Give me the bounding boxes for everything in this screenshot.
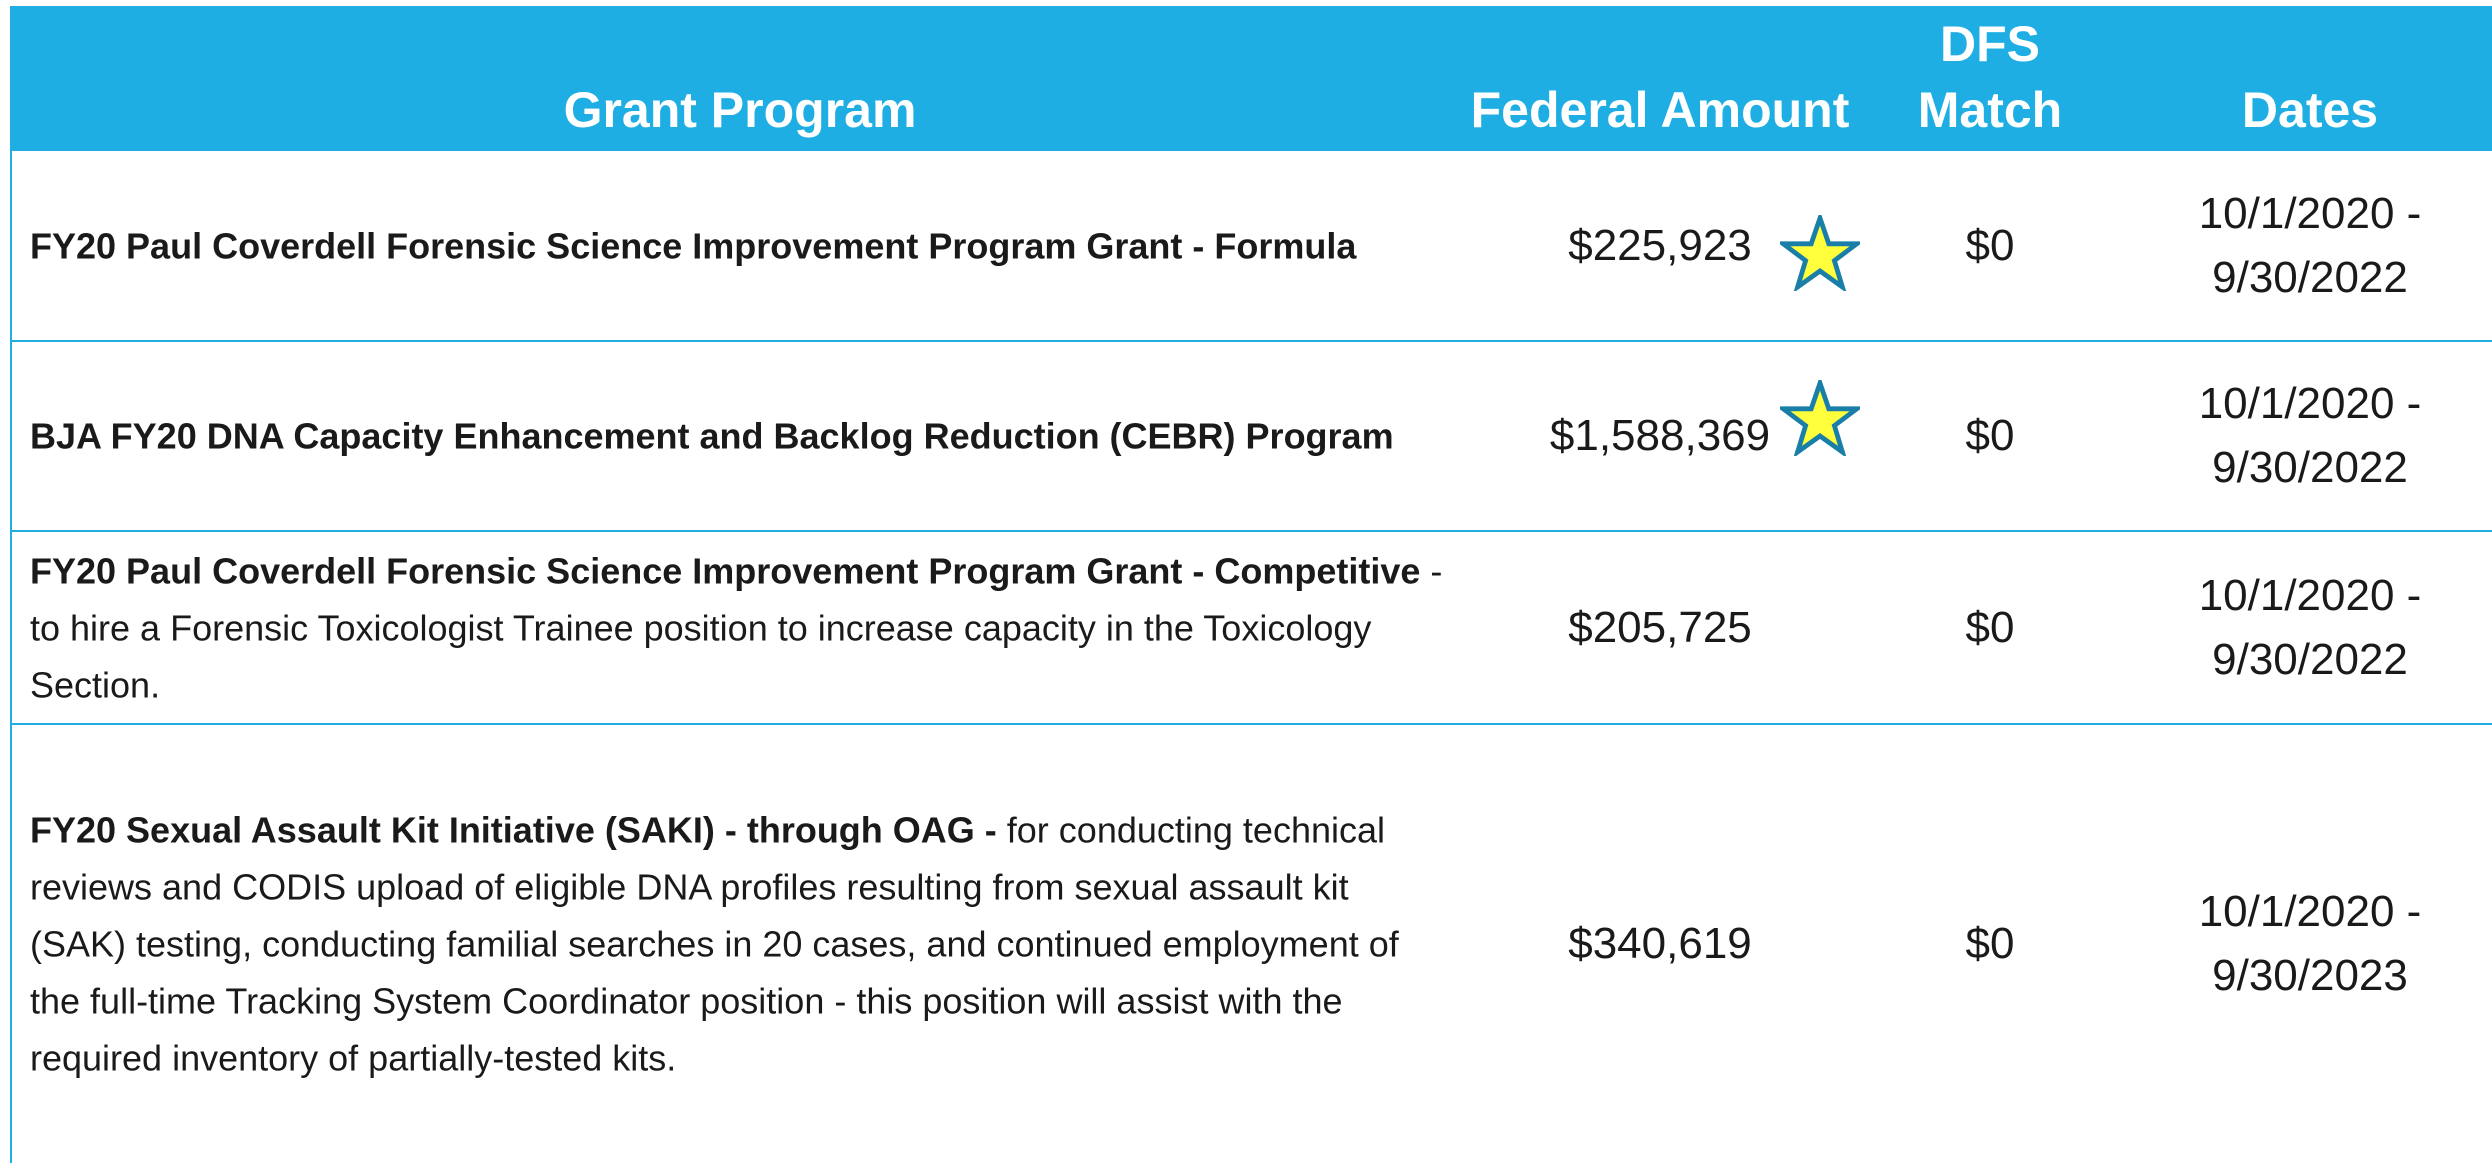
amount-cell: $1,588,369 xyxy=(1549,411,1771,460)
amount-cell: $340,619 xyxy=(1568,919,1752,968)
header-cell: Federal Amount xyxy=(1470,82,1850,138)
header-cell: Grant Program xyxy=(563,82,917,138)
program-description: - to hire a Forensic Toxicologist Traine… xyxy=(30,550,1443,705)
program-cell: FY20 Paul Coverdell Forensic Science Imp… xyxy=(30,217,1450,274)
dates-cell: 10/1/2020 - 9/30/2022 xyxy=(2198,379,2422,492)
star-shape xyxy=(1780,215,1860,291)
star-shape xyxy=(1780,380,1860,456)
program-title: FY20 Paul Coverdell Forensic Science Imp… xyxy=(30,225,1357,266)
table-border xyxy=(10,6,12,1163)
header-cell: DFS Match xyxy=(1917,16,2063,138)
program-title: FY20 Sexual Assault Kit Initiative (SAKI… xyxy=(30,809,997,851)
dates-cell: 10/1/2020 - 9/30/2022 xyxy=(2198,570,2422,684)
dates-cell: 10/1/2020 - 9/30/2022 xyxy=(2198,188,2422,302)
table-row: FY20 Paul Coverdell Forensic Science Imp… xyxy=(10,151,2492,342)
program-title: BJA FY20 DNA Capacity Enhancement and Ba… xyxy=(30,415,1394,457)
match-cell: $0 xyxy=(1965,919,2015,968)
match-cell: $0 xyxy=(1965,411,2015,460)
table-row: FY20 Paul Coverdell Forensic Science Imp… xyxy=(10,532,2492,725)
amount-cell: $225,923 xyxy=(1568,220,1752,270)
match-cell: $0 xyxy=(1965,602,2015,652)
star-icon xyxy=(1780,380,1860,456)
amount-cell: $205,725 xyxy=(1568,602,1752,652)
program-title: FY20 Paul Coverdell Forensic Science Imp… xyxy=(30,550,1421,591)
program-cell: BJA FY20 DNA Capacity Enhancement and Ba… xyxy=(30,408,1450,465)
program-cell: FY20 Paul Coverdell Forensic Science Imp… xyxy=(30,542,1450,713)
header-cell: Dates xyxy=(2241,82,2379,138)
dates-cell: 10/1/2020 - 9/30/2023 xyxy=(2198,887,2422,1000)
table-row: BJA FY20 DNA Capacity Enhancement and Ba… xyxy=(10,342,2492,532)
program-cell: FY20 Sexual Assault Kit Initiative (SAKI… xyxy=(30,802,1450,1087)
program-description: for conducting technical reviews and COD… xyxy=(30,809,1399,1079)
table-row: FY20 Sexual Assault Kit Initiative (SAKI… xyxy=(10,725,2492,1163)
match-cell: $0 xyxy=(1965,220,2015,270)
star-icon xyxy=(1780,215,1860,291)
header-bar: Grant Program Federal Amount DFS Match D… xyxy=(10,6,2492,151)
